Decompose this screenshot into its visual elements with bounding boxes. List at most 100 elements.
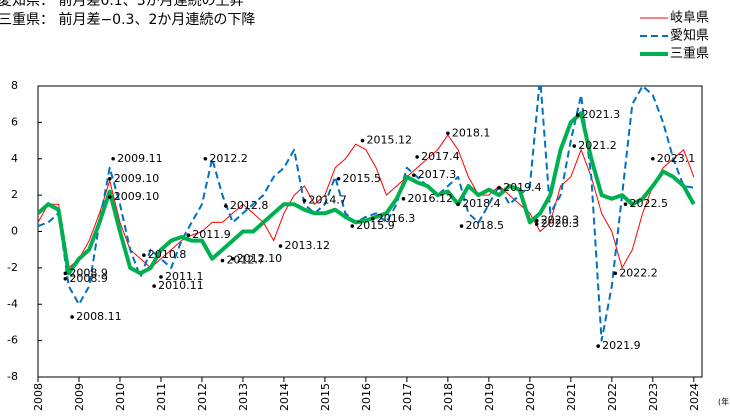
x-tick-label: 2011	[155, 383, 168, 411]
annotation-label: 2011.1	[165, 270, 204, 283]
x-tick-label: 2021	[565, 383, 578, 411]
annotation-label: 2008.9	[69, 272, 108, 285]
annotation-dot	[401, 196, 406, 201]
annotation-label: 2015.9	[356, 219, 395, 232]
x-tick-label: 2017	[401, 383, 414, 411]
annotation-label: 2017.4	[421, 150, 460, 163]
annotation-dot	[142, 253, 146, 257]
legend-label: 三重県	[670, 46, 709, 62]
annotation-label: 2009.10	[114, 172, 160, 185]
y-tick-label: -6	[7, 334, 18, 347]
annotation-dot	[575, 113, 580, 117]
annotation-label: 2014.7	[308, 194, 347, 207]
x-tick-label: 2018	[442, 383, 455, 411]
plot-lines	[38, 86, 696, 342]
x-tick-label: 2016	[360, 383, 373, 411]
annotation-dot	[534, 222, 539, 227]
series-line	[38, 111, 696, 276]
x-tick-label: 2024	[688, 383, 701, 411]
annotation-label: 2010.11	[158, 279, 204, 292]
annotation-dot	[70, 315, 74, 319]
annotation-dot	[302, 198, 307, 203]
annotation-label: 2012.10	[237, 252, 282, 265]
y-tick-label: 6	[11, 115, 18, 128]
series-line	[38, 134, 695, 269]
annotation-dot	[572, 144, 577, 148]
annotation-label: 2011.9	[192, 228, 231, 241]
annotation-dot	[497, 186, 501, 190]
annotation-label: 2009.11	[117, 152, 163, 165]
x-tick-label: 2020	[524, 383, 537, 411]
annotation-label: 2012.2	[209, 152, 248, 165]
annotation-label: 2015.5	[343, 172, 382, 185]
annotation-label: 2009.10	[114, 190, 160, 203]
x-tick-label: 2009	[73, 383, 86, 411]
annotation-label: 2020.3	[541, 217, 580, 230]
annotation-label: 2013.12	[285, 239, 331, 252]
annotation-dot	[63, 271, 68, 276]
annotation-label: 2017.3	[418, 168, 457, 181]
annotation-label: 2016.12	[407, 192, 453, 205]
x-tick-label: 2015	[319, 383, 332, 411]
annotation-dot	[415, 155, 419, 159]
annotation-dot	[230, 256, 235, 261]
x-tick-label: 2013	[237, 383, 250, 411]
annotation-label: 2016.3	[377, 212, 416, 225]
y-tick-label: -4	[7, 297, 18, 310]
x-tick-label: 2008	[32, 383, 45, 411]
x-tick-label: 2023	[647, 383, 660, 411]
y-tick-label: -8	[7, 370, 18, 383]
y-tick-label: 0	[11, 225, 18, 238]
annotation-dot	[411, 173, 416, 177]
annotation-dot	[613, 271, 618, 276]
annotation-label: 2022.5	[629, 197, 668, 210]
annotation-label: 2012.8	[230, 199, 269, 212]
y-tick-label: 4	[11, 152, 18, 165]
annotation-dot	[111, 156, 115, 161]
y-tick-label: 8	[11, 79, 18, 92]
annotation-label: 2015.12	[366, 134, 412, 147]
annotation-dot	[107, 195, 112, 199]
annotation-dot	[107, 176, 112, 181]
annotation-dot	[220, 258, 225, 263]
x-tick-label: 2010	[114, 383, 127, 411]
annotation-dot	[186, 233, 191, 237]
legend-label: 愛知県	[670, 28, 709, 44]
annotation-dot	[370, 216, 375, 221]
annotation-dot	[596, 344, 600, 348]
annotation-dot	[446, 131, 450, 136]
annotation-dot	[534, 218, 539, 223]
annotation-dot	[459, 224, 464, 228]
annotation-label: 2018.5	[466, 219, 505, 232]
annotation-label: 2021.2	[578, 139, 617, 152]
annotation-dot	[152, 284, 156, 288]
annotation-dot	[651, 156, 655, 161]
annotation-dot	[336, 176, 341, 181]
annotation-label: 2008.11	[76, 310, 122, 323]
annotation-dot	[623, 202, 628, 207]
y-tick-label: -2	[7, 261, 18, 274]
subtitle: 三重県： 前月差−0.3、2か月連続の下降	[0, 11, 255, 28]
annotation-label: 2018.1	[452, 126, 491, 139]
x-unit: (年	[718, 397, 729, 407]
annotation-label: 2019.4	[503, 181, 541, 194]
annotation-label: 2021.9	[602, 339, 641, 352]
annotation-dot	[159, 275, 163, 279]
x-tick-label: 2019	[483, 383, 496, 411]
annotation-dot	[203, 156, 208, 161]
x-tick-label: 2012	[196, 383, 209, 411]
annotation-label: 2021.3	[582, 108, 621, 121]
subtitle: 愛知県： 前月差0.1、3か月連続の上昇	[0, 0, 244, 9]
x-tick-label: 2014	[278, 383, 291, 411]
annotation-label: 2023.1	[657, 152, 696, 165]
y-tick-label: 2	[11, 188, 18, 201]
annotation-label: 2018.4	[462, 197, 501, 210]
annotation-label: 2012.7	[226, 254, 265, 267]
annotation-dot	[224, 204, 228, 208]
legend-label: 岐阜県	[670, 10, 709, 26]
annotation-dot	[63, 276, 68, 281]
annotation-label: 2020.3	[541, 214, 580, 227]
annotation-dot	[456, 202, 460, 207]
x-tick-label: 2022	[606, 383, 619, 411]
